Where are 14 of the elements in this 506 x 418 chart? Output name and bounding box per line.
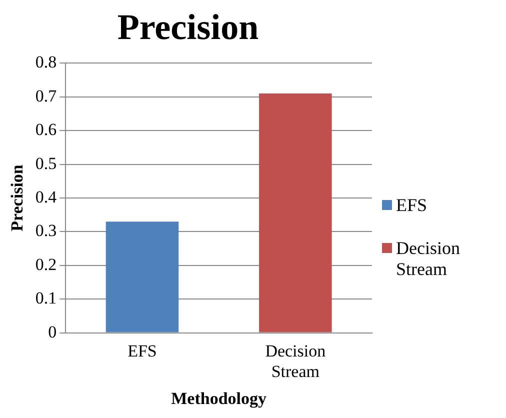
y-axis-title: Precision bbox=[8, 164, 27, 232]
y-tick-label: 0.6 bbox=[35, 120, 57, 140]
y-tick-label: 0.2 bbox=[35, 254, 57, 274]
y-tick-label: 0.5 bbox=[35, 154, 57, 173]
x-axis-title: Methodology bbox=[171, 389, 268, 408]
legend-label: Decision Stream bbox=[396, 238, 461, 280]
y-tick-label: 0.1 bbox=[35, 288, 57, 308]
y-tick-label: 0.4 bbox=[35, 187, 58, 206]
chart-title: Precision bbox=[117, 6, 259, 47]
y-tick-label: 0.3 bbox=[35, 221, 57, 240]
y-tick-label: 0 bbox=[48, 322, 57, 342]
y-tick-label: 0.8 bbox=[35, 52, 57, 72]
legend-label: EFS bbox=[396, 195, 428, 216]
y-tick-label: 0.7 bbox=[35, 86, 58, 106]
